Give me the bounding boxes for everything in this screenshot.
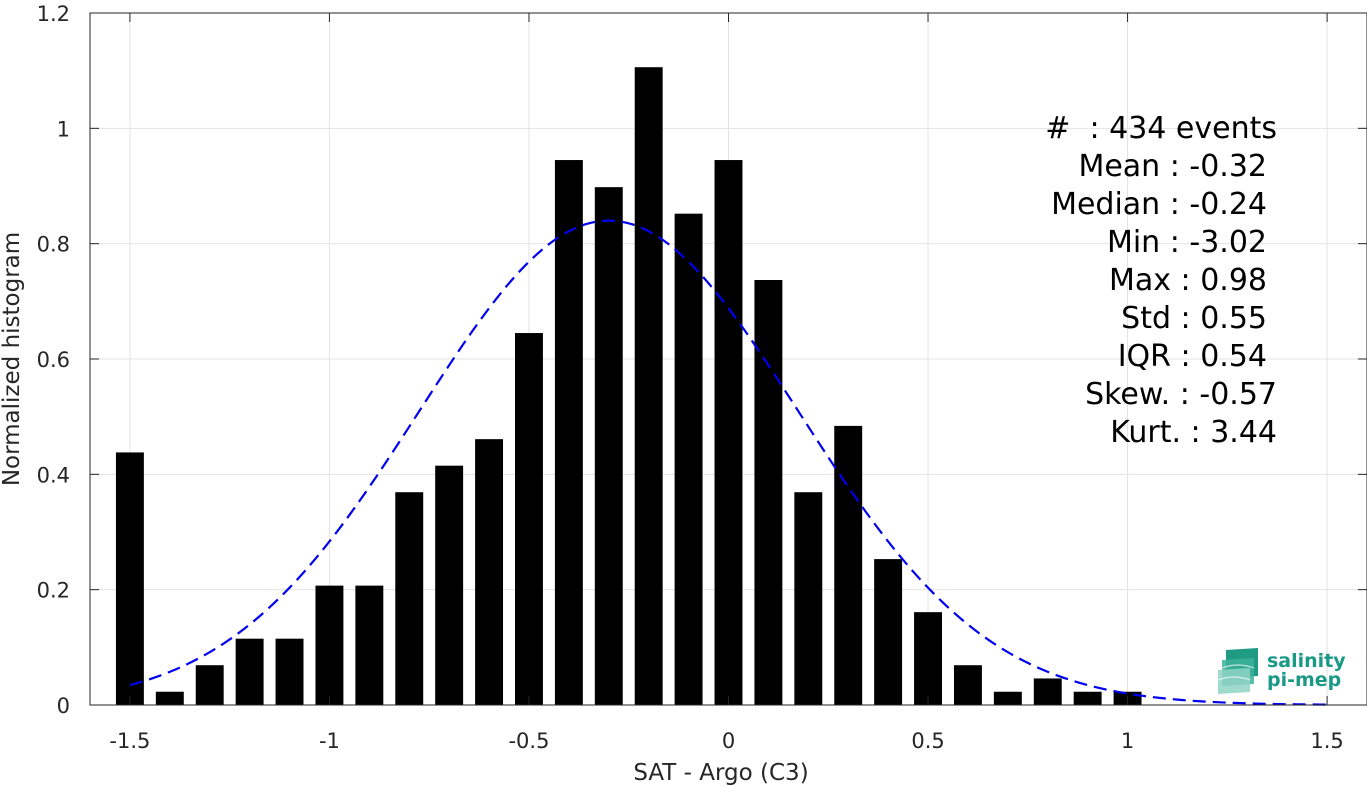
logo-line-2: pi-mep (1267, 669, 1341, 691)
histogram-bar (195, 665, 224, 705)
salinity-pi-mep-logo: salinity pi-mep (1217, 648, 1346, 694)
histogram-bar (794, 492, 823, 705)
y-tick-label: 0.8 (37, 233, 70, 257)
histogram-bar (315, 585, 344, 705)
histogram-bar (235, 638, 264, 705)
axis-ticks (90, 12, 1367, 706)
y-tick-label: 0.4 (37, 463, 70, 487)
histogram-bar (754, 279, 783, 705)
stat-median: Median : -0.24 (1051, 187, 1267, 222)
stat-min: Min : -3.02 (1107, 225, 1267, 260)
histogram-bar (475, 439, 504, 705)
histogram-bar (554, 160, 583, 706)
histogram-bar (953, 665, 982, 705)
histogram-bar (515, 333, 543, 705)
x-tick-label: 0 (722, 729, 735, 753)
stat-iqr: IQR : 0.54 (1118, 339, 1267, 374)
y-tick-label: 1.2 (37, 2, 70, 26)
x-tick-label: 0.5 (911, 729, 944, 753)
histogram-bar (275, 638, 304, 705)
stat-skew: Skew. : -0.57 (1085, 377, 1277, 412)
histogram-bar (594, 187, 623, 706)
y-tick-labels: 0 0.2 0.4 0.6 0.8 1 1.2 (37, 2, 70, 718)
histogram-bar (714, 160, 743, 706)
stat-max: Max : 0.98 (1109, 263, 1267, 298)
y-tick-label: 0.6 (37, 348, 70, 372)
y-tick-label: 0 (57, 694, 70, 718)
x-tick-label: 1.5 (1310, 729, 1343, 753)
y-tick-label: 1 (57, 117, 70, 141)
statistics-annotation: # : 434 events Mean : -0.32 Median : -0.… (1045, 111, 1277, 450)
histogram-bar (435, 465, 464, 705)
histogram-bar (1033, 678, 1062, 705)
histogram-bar (395, 492, 424, 705)
gaussian-fit-curve (129, 219, 1328, 706)
x-tick-label: -0.5 (508, 729, 549, 753)
histogram-bar (1073, 691, 1102, 705)
histogram-bar (834, 425, 863, 705)
histogram-bar (993, 691, 1022, 705)
logo-waves-icon (1217, 648, 1258, 694)
histogram-bar (355, 585, 384, 705)
histogram-bar (874, 559, 903, 705)
histogram-bar (155, 691, 184, 705)
y-tick-label: 0.2 (37, 579, 70, 603)
stat-std: Std : 0.55 (1121, 301, 1267, 336)
stat-mean: Mean : -0.32 (1078, 149, 1267, 184)
histogram-bar (674, 213, 703, 705)
stat-kurt: Kurt. : 3.44 (1110, 415, 1277, 450)
histogram-bar (914, 612, 942, 705)
x-tick-labels: -1.5 -1 -0.5 0 0.5 1 1.5 (109, 729, 1343, 753)
x-tick-label: -1.5 (109, 729, 150, 753)
stat-count: # : 434 events (1045, 111, 1277, 146)
x-tick-label: -1 (319, 729, 340, 753)
x-axis-label: SAT - Argo (C3) (633, 760, 808, 786)
x-tick-label: 1 (1121, 729, 1134, 753)
histogram-bar (115, 452, 144, 705)
y-axis-label: Normalized histogram (0, 232, 25, 486)
histogram-bar (634, 67, 663, 705)
histogram-bars (115, 67, 1142, 706)
logo-line-1: salinity (1267, 650, 1346, 672)
